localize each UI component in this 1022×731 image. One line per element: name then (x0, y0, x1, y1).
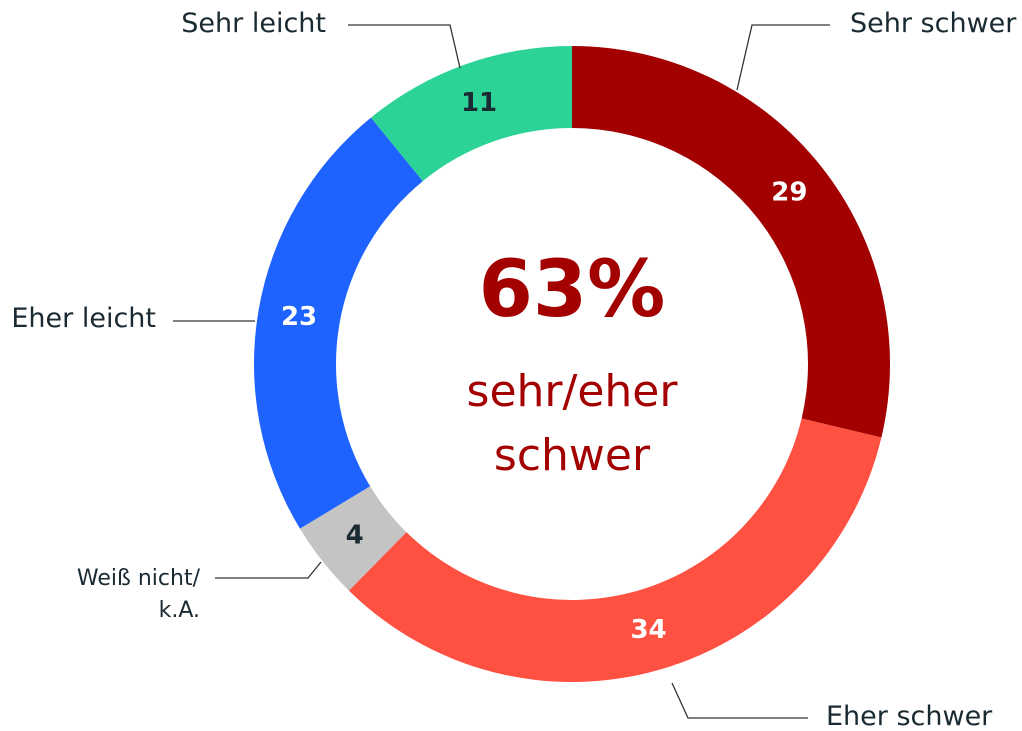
value-label: 11 (461, 88, 497, 118)
leader-line (671, 682, 808, 719)
value-label: 29 (771, 177, 807, 207)
donut-slice (348, 418, 882, 682)
donut-slice (253, 117, 423, 529)
leader-line (215, 561, 322, 579)
value-label: 23 (281, 302, 317, 332)
category-label: Sehr schwer (850, 8, 1017, 39)
donut-slice (572, 46, 891, 438)
center-label: 63% (478, 245, 666, 335)
leader-line (348, 24, 461, 69)
center-text: sehr/eher schwer (466, 366, 678, 481)
donut-slice (370, 46, 572, 182)
leader-line (736, 24, 830, 91)
category-label: Weiß nicht/ k.A. (76, 566, 200, 623)
category-label: Eher schwer (826, 701, 993, 731)
category-label: Sehr leicht (181, 8, 326, 39)
category-label: Eher leicht (11, 303, 156, 334)
donut-slice (299, 486, 407, 591)
value-label: 34 (630, 615, 666, 645)
value-label: 4 (346, 521, 364, 551)
